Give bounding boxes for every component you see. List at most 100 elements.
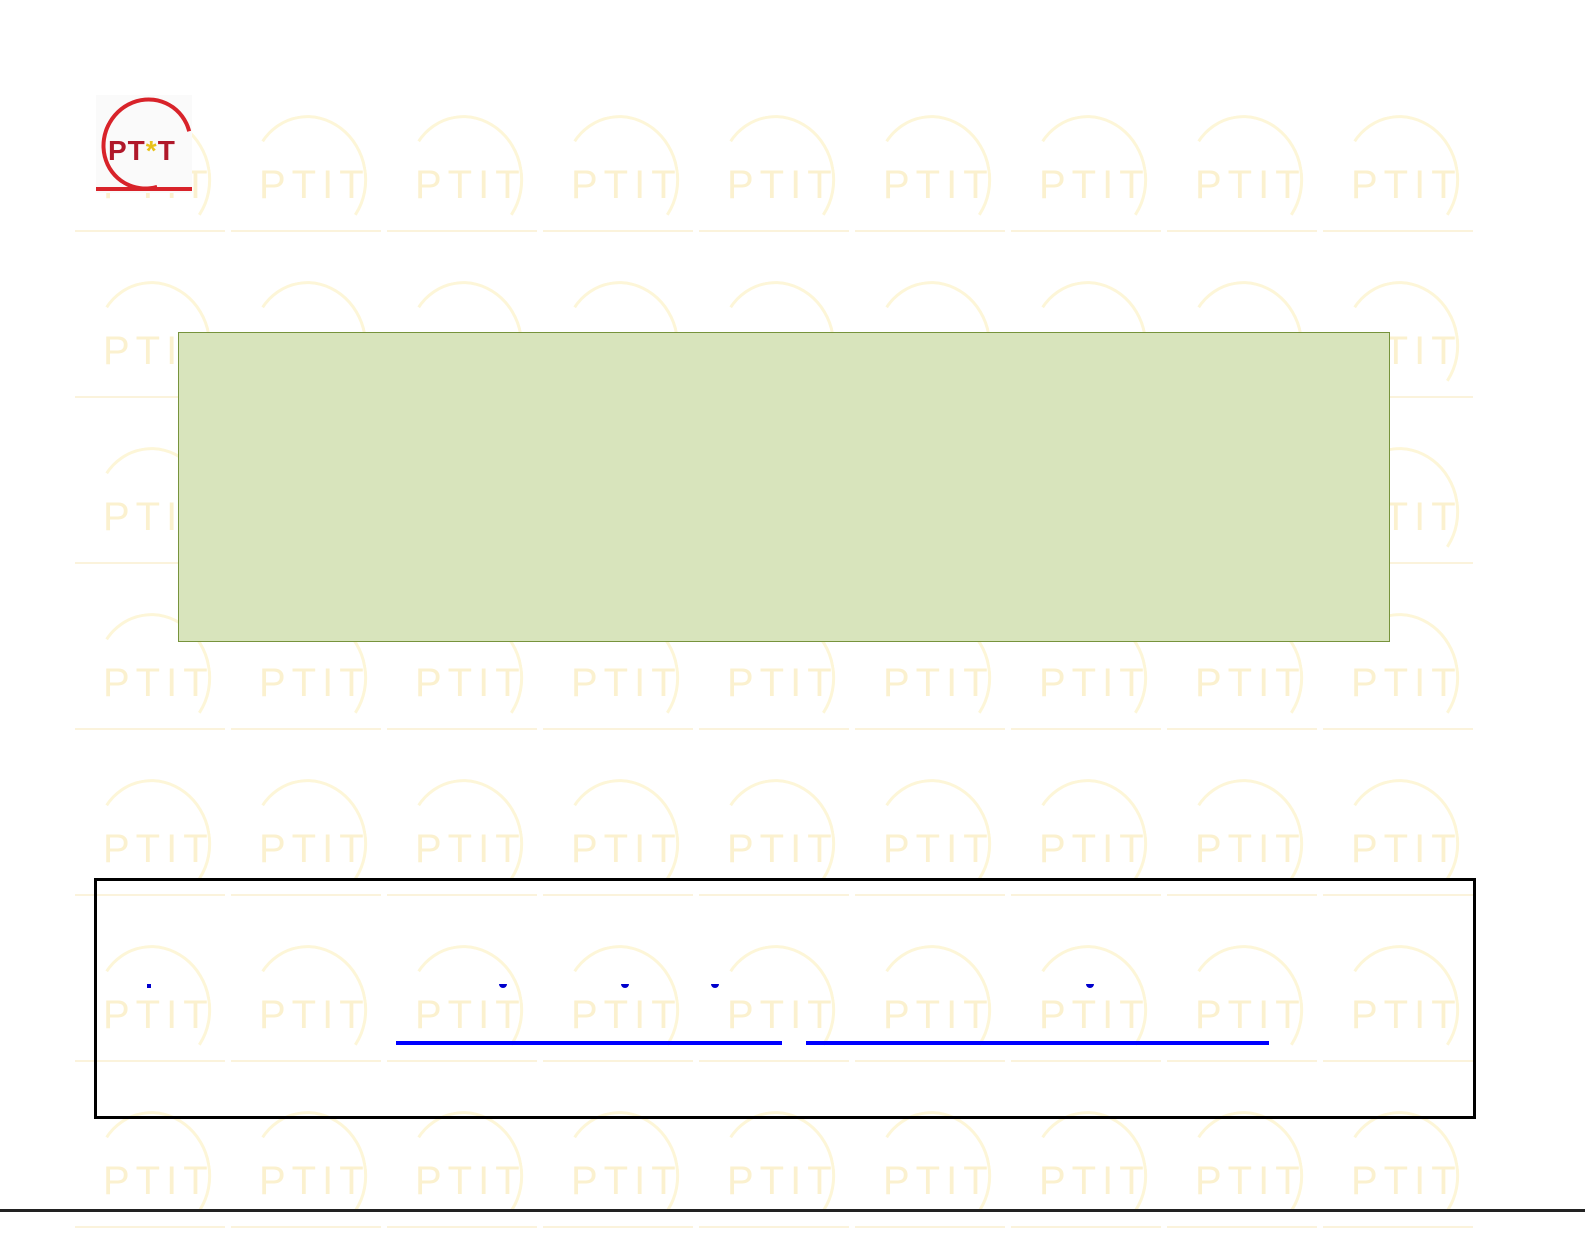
watermark-text: PTIT bbox=[415, 993, 526, 1037]
watermark-text: PTIT bbox=[259, 163, 370, 207]
bottom-edge bbox=[0, 1209, 1585, 1212]
watermark-tile: PTIT bbox=[387, 75, 542, 251]
watermark-text: PTIT bbox=[571, 1159, 682, 1203]
watermark-line bbox=[231, 1060, 381, 1062]
watermark-text: PTIT bbox=[1351, 827, 1462, 871]
watermark-line bbox=[231, 230, 381, 232]
watermark-line bbox=[1011, 728, 1161, 730]
watermark-line bbox=[855, 894, 1005, 896]
watermark-tile: PTIT bbox=[231, 905, 386, 1081]
watermark-line bbox=[1011, 230, 1161, 232]
watermark-line bbox=[1011, 894, 1161, 896]
watermark-text: PTIT bbox=[1195, 163, 1306, 207]
watermark-text: PTIT bbox=[1039, 1159, 1150, 1203]
watermark-text: PTIT bbox=[727, 827, 838, 871]
watermark-line bbox=[855, 1060, 1005, 1062]
watermark-tile: PTIT bbox=[231, 75, 386, 251]
watermark-tile: PTIT bbox=[387, 905, 542, 1081]
watermark-text: PTIT bbox=[1195, 1159, 1306, 1203]
watermark-text: PTIT bbox=[883, 1159, 994, 1203]
watermark-text: PTIT bbox=[883, 993, 994, 1037]
content-box bbox=[178, 332, 1390, 642]
watermark-line bbox=[75, 1226, 225, 1228]
watermark-text: PTIT bbox=[571, 993, 682, 1037]
text-fragment bbox=[147, 984, 151, 988]
watermark-text: PTIT bbox=[1351, 993, 1462, 1037]
watermark-line bbox=[75, 1060, 225, 1062]
reference-box bbox=[94, 878, 1476, 1119]
watermark-line bbox=[1167, 1060, 1317, 1062]
watermark-text: PTIT bbox=[727, 163, 838, 207]
watermark-tile: PTIT bbox=[699, 739, 854, 915]
watermark-tile: PTIT bbox=[699, 573, 854, 749]
watermark-line bbox=[1323, 1060, 1473, 1062]
watermark-line bbox=[387, 728, 537, 730]
watermark-line bbox=[699, 728, 849, 730]
watermark-tile: PTIT bbox=[543, 905, 698, 1081]
watermark-tile: PTIT bbox=[543, 1071, 698, 1246]
watermark-line bbox=[75, 894, 225, 896]
watermark-line bbox=[1167, 728, 1317, 730]
watermark-tile: PTIT bbox=[543, 739, 698, 915]
watermark-tile: PTIT bbox=[855, 75, 1010, 251]
ptit-logo: PT*T bbox=[84, 80, 210, 208]
watermark-line bbox=[543, 894, 693, 896]
watermark-tile: PTIT bbox=[1011, 573, 1166, 749]
watermark-line bbox=[1323, 562, 1473, 564]
watermark-tile: PTIT bbox=[75, 573, 230, 749]
watermark-line bbox=[75, 562, 225, 564]
watermark-tile: PTIT bbox=[1167, 739, 1322, 915]
watermark-line bbox=[1011, 1226, 1161, 1228]
text-fragment bbox=[1086, 984, 1094, 988]
watermark-line bbox=[75, 728, 225, 730]
watermark-tile: PTIT bbox=[1167, 75, 1322, 251]
watermark-text: PTIT bbox=[1195, 993, 1306, 1037]
watermark-text: PTIT bbox=[883, 163, 994, 207]
watermark-line bbox=[75, 230, 225, 232]
logo-underline bbox=[96, 187, 192, 191]
watermark-tile: PTIT bbox=[1323, 75, 1478, 251]
watermark-tile: PTIT bbox=[1167, 573, 1322, 749]
watermark-line bbox=[699, 894, 849, 896]
watermark-text: PTIT bbox=[1351, 661, 1462, 705]
watermark-tile: PTIT bbox=[231, 573, 386, 749]
watermark-text: PTIT bbox=[103, 993, 214, 1037]
reference-link-2[interactable] bbox=[806, 1041, 1269, 1045]
watermark-text: PTIT bbox=[571, 661, 682, 705]
watermark-line bbox=[543, 1060, 693, 1062]
watermark-text: PTIT bbox=[1351, 163, 1462, 207]
reference-link-1[interactable] bbox=[396, 1041, 782, 1045]
watermark-line bbox=[1323, 396, 1473, 398]
watermark-text: PTIT bbox=[1039, 827, 1150, 871]
watermark-line bbox=[543, 230, 693, 232]
watermark-text: PTIT bbox=[727, 993, 838, 1037]
watermark-text: PTIT bbox=[103, 661, 214, 705]
watermark-line bbox=[699, 1060, 849, 1062]
watermark-line bbox=[699, 230, 849, 232]
watermark-tile: PTIT bbox=[699, 905, 854, 1081]
watermark-line bbox=[543, 728, 693, 730]
watermark-text: PTIT bbox=[415, 163, 526, 207]
watermark-text: PTIT bbox=[1195, 827, 1306, 871]
watermark-line bbox=[855, 728, 1005, 730]
watermark-line bbox=[387, 1226, 537, 1228]
watermark-tile: PTIT bbox=[543, 75, 698, 251]
watermark-line bbox=[1323, 230, 1473, 232]
text-fragment bbox=[621, 984, 629, 988]
watermark-text: PTIT bbox=[1039, 661, 1150, 705]
watermark-line bbox=[1167, 1226, 1317, 1228]
watermark-line bbox=[387, 230, 537, 232]
watermark-text: PTIT bbox=[103, 827, 214, 871]
watermark-line bbox=[231, 894, 381, 896]
watermark-tile: PTIT bbox=[543, 573, 698, 749]
text-fragment bbox=[711, 984, 719, 988]
text-fragment bbox=[499, 984, 507, 988]
watermark-tile: PTIT bbox=[1323, 573, 1478, 749]
watermark-line bbox=[231, 728, 381, 730]
watermark-line bbox=[387, 1060, 537, 1062]
watermark-line bbox=[1323, 1226, 1473, 1228]
watermark-line bbox=[855, 1226, 1005, 1228]
watermark-tile: PTIT bbox=[699, 75, 854, 251]
watermark-tile: PTIT bbox=[1167, 905, 1322, 1081]
